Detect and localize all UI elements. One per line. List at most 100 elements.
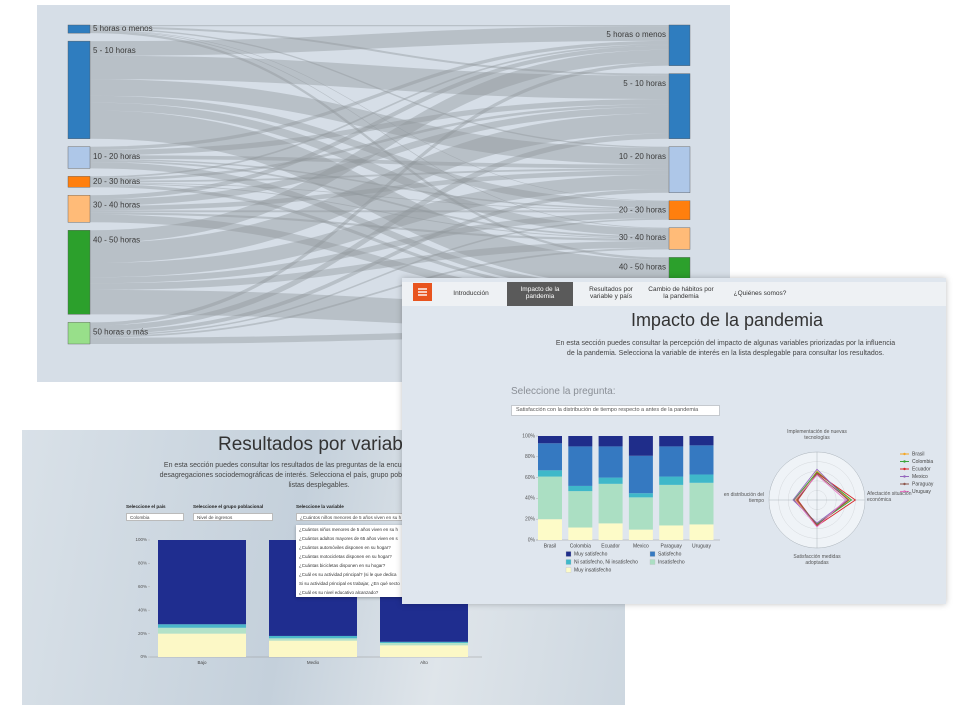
node-label: 5 - 10 horas xyxy=(93,46,136,55)
bar-segment xyxy=(659,446,684,477)
flow xyxy=(89,170,670,211)
flow xyxy=(89,106,670,206)
bar-segment xyxy=(269,635,357,639)
dropdown-option[interactable]: ¿Cuál es su actividad principal? (si le … xyxy=(299,572,397,577)
menu-button[interactable] xyxy=(413,283,432,301)
bar-segment xyxy=(158,624,246,628)
bar-segment xyxy=(598,477,623,484)
dropdown-option[interactable]: ¿Cuál es su nivel educativo alcanzado? xyxy=(299,590,379,595)
node-label: 10 - 20 horas xyxy=(619,152,666,161)
node-label: 30 - 40 horas xyxy=(619,233,666,242)
nav-tab[interactable]: Introducción xyxy=(453,289,489,297)
flow xyxy=(89,44,670,178)
bar-segment xyxy=(538,436,562,444)
bar-segment xyxy=(628,529,653,540)
nav-tab[interactable]: ¿Quiénes somos? xyxy=(733,289,787,297)
bar-segment xyxy=(538,470,562,477)
sankey-node xyxy=(668,227,691,250)
y-tick-label: 80% xyxy=(138,561,147,566)
legend-dot xyxy=(903,475,906,478)
y-tick-label: 100% xyxy=(135,537,147,542)
bar-segment xyxy=(598,436,623,447)
flow xyxy=(89,99,670,156)
country-select[interactable]: Colombia xyxy=(126,513,184,521)
legend-label: Colombia xyxy=(912,459,933,465)
bar-segment xyxy=(269,640,357,657)
bar-segment xyxy=(659,476,684,485)
results-intro: En esta sección puedes consultar los res… xyxy=(159,462,479,490)
bar-segment xyxy=(659,484,684,526)
bar-segment xyxy=(380,641,468,643)
bar-segment xyxy=(689,436,714,446)
flow xyxy=(89,29,670,202)
flow xyxy=(89,247,670,338)
dropdown-option[interactable]: ¿Cuántos adultos mayores de 65 años vive… xyxy=(299,536,398,541)
nav-tab[interactable]: Cambio de hábitos por la pandemia xyxy=(648,286,714,300)
legend-swatch xyxy=(649,559,656,565)
dropdown-option[interactable]: ¿Cuántos automóviles disponen en su hoga… xyxy=(299,545,391,550)
sankey-node xyxy=(668,200,691,220)
flow xyxy=(89,212,670,241)
sankey-node xyxy=(67,146,91,169)
bar-segment xyxy=(598,446,623,478)
legend-label: Muy satisfecho xyxy=(574,551,608,557)
x-tick-label: Brasil xyxy=(544,543,557,549)
y-tick-label: 40% xyxy=(525,496,536,502)
flow xyxy=(89,49,670,243)
bar-segment xyxy=(538,443,562,471)
flow xyxy=(89,26,670,56)
dropdown-option[interactable]: ¿Cuántas motocicletas disponen en su hog… xyxy=(299,554,392,559)
dropdown-option[interactable]: ¿Cuántos niños menores de 5 años viven e… xyxy=(299,527,399,532)
legend-swatch xyxy=(649,551,656,557)
nav-tab[interactable]: Resultados por variable y país xyxy=(589,286,633,300)
bar-segment xyxy=(568,485,593,492)
legend-label: Insatisfecho xyxy=(658,559,685,565)
radar-line xyxy=(793,471,853,525)
y-tick-label: 20% xyxy=(525,517,536,523)
bar-segment xyxy=(269,638,357,641)
flow xyxy=(89,45,670,200)
flow xyxy=(89,133,670,331)
flow xyxy=(89,30,670,229)
y-tick-label: 60% xyxy=(525,475,536,481)
legend-swatch xyxy=(565,567,572,573)
flow xyxy=(89,168,670,183)
nav-tab[interactable]: Impacto de la pandemia xyxy=(507,282,573,306)
flow xyxy=(89,30,670,260)
sankey-node xyxy=(668,73,691,139)
legend-label: Muy insatisfecho xyxy=(574,567,611,573)
bar-segment xyxy=(380,645,468,657)
legend-dot xyxy=(903,482,906,486)
bar-segment xyxy=(568,527,593,540)
legend-label: Brasil xyxy=(912,451,925,457)
y-tick-label: 0% xyxy=(528,537,536,543)
sankey-node xyxy=(668,24,691,66)
legend-dot xyxy=(903,467,906,471)
x-tick-label: Paraguay xyxy=(660,543,682,549)
bar-segment xyxy=(659,525,684,540)
group-select[interactable]: Nivel de ingresos xyxy=(193,513,273,521)
flow xyxy=(89,212,670,284)
sankey-node xyxy=(67,40,91,139)
legend-label: Mexico xyxy=(912,474,928,480)
bar-segment xyxy=(380,642,468,646)
nav-bar xyxy=(402,282,946,306)
impact-charts: 0%20%40%60%80%100%Brasil Colombia Ecuador M… xyxy=(522,433,934,573)
dropdown-option[interactable]: Si su actividad principal es trabajar, ¿… xyxy=(299,581,400,586)
x-tick-label: Mexico xyxy=(633,543,649,549)
flow xyxy=(89,102,670,237)
sankey-node xyxy=(67,24,91,34)
flow xyxy=(89,182,670,211)
x-tick-label: Bajo xyxy=(197,660,207,665)
flow xyxy=(89,189,670,335)
x-tick-label: Ecuador xyxy=(601,543,620,549)
question-select[interactable]: Satisfacción con la distribución de tiem… xyxy=(511,405,720,416)
node-label: 10 - 20 horas xyxy=(93,152,140,161)
bar-segment xyxy=(689,482,714,525)
legend-label: Ni satisfecho, Ni insatisfecho xyxy=(574,559,638,565)
bar-segment xyxy=(689,474,714,483)
sankey-node xyxy=(67,230,91,315)
control-label: Seleccione el país xyxy=(126,504,166,509)
legend-swatch xyxy=(565,551,572,557)
dropdown-option[interactable]: ¿Cuántas bicicletas disponen en su hogar… xyxy=(299,563,386,568)
